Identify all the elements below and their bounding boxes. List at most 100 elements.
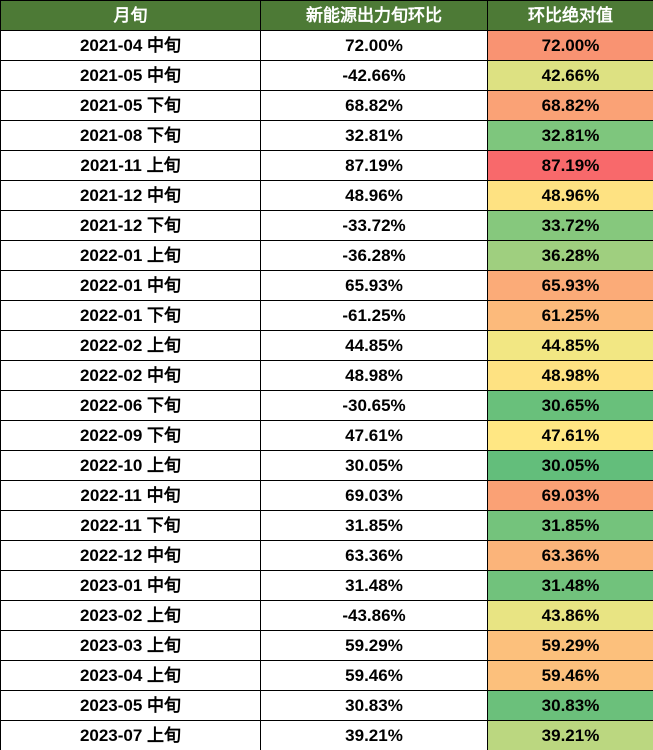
table-row: 2022-01 中旬 65.93% 65.93%	[0, 270, 653, 301]
change-cell: 72.00%	[260, 30, 488, 61]
change-cell: 68.82%	[260, 90, 488, 121]
table-row: 2022-01 上旬 -36.28% 36.28%	[0, 240, 653, 271]
table-row: 2021-12 中旬 48.96% 48.96%	[0, 180, 653, 211]
change-cell: 59.29%	[260, 630, 488, 661]
period-cell: 2023-01 中旬	[0, 570, 261, 601]
table-row: 2022-12 中旬 63.36% 63.36%	[0, 540, 653, 571]
period-cell: 2022-02 中旬	[0, 360, 261, 391]
table-row: 2022-10 上旬 30.05% 30.05%	[0, 450, 653, 481]
header-abs-value: 环比绝对值	[487, 0, 653, 31]
abs-value-cell: 61.25%	[487, 300, 653, 331]
table-row: 2021-12 下旬 -33.72% 33.72%	[0, 210, 653, 241]
abs-value-cell: 59.46%	[487, 660, 653, 691]
table-header-row: 月旬 新能源出力旬环比 环比绝对值	[0, 0, 653, 31]
change-cell: -33.72%	[260, 210, 488, 241]
abs-value-cell: 39.21%	[487, 720, 653, 750]
table-row: 2023-01 中旬 31.48% 31.48%	[0, 570, 653, 601]
header-change: 新能源出力旬环比	[260, 0, 488, 31]
period-cell: 2022-11 下旬	[0, 510, 261, 541]
table-row: 2023-07 上旬 39.21% 39.21%	[0, 720, 653, 750]
abs-value-cell: 32.81%	[487, 120, 653, 151]
change-cell: 44.85%	[260, 330, 488, 361]
abs-value-cell: 43.86%	[487, 600, 653, 631]
abs-value-cell: 47.61%	[487, 420, 653, 451]
period-cell: 2023-07 上旬	[0, 720, 261, 750]
table-body: 2021-04 中旬 72.00% 72.00% 2021-05 中旬 -42.…	[0, 30, 653, 750]
period-cell: 2023-05 中旬	[0, 690, 261, 721]
period-cell: 2021-08 下旬	[0, 120, 261, 151]
abs-value-cell: 69.03%	[487, 480, 653, 511]
change-cell: -36.28%	[260, 240, 488, 271]
table-row: 2021-05 下旬 68.82% 68.82%	[0, 90, 653, 121]
period-cell: 2022-11 中旬	[0, 480, 261, 511]
abs-value-cell: 59.29%	[487, 630, 653, 661]
change-cell: -61.25%	[260, 300, 488, 331]
change-cell: 30.83%	[260, 690, 488, 721]
period-cell: 2021-11 上旬	[0, 150, 261, 181]
period-cell: 2021-04 中旬	[0, 30, 261, 61]
period-cell: 2022-02 上旬	[0, 330, 261, 361]
change-cell: 69.03%	[260, 480, 488, 511]
abs-value-cell: 72.00%	[487, 30, 653, 61]
abs-value-cell: 31.85%	[487, 510, 653, 541]
table-row: 2023-02 上旬 -43.86% 43.86%	[0, 600, 653, 631]
abs-value-cell: 63.36%	[487, 540, 653, 571]
period-cell: 2022-09 下旬	[0, 420, 261, 451]
change-cell: 48.96%	[260, 180, 488, 211]
table-row: 2022-06 下旬 -30.65% 30.65%	[0, 390, 653, 421]
abs-value-cell: 44.85%	[487, 330, 653, 361]
abs-value-cell: 48.96%	[487, 180, 653, 211]
change-cell: 87.19%	[260, 150, 488, 181]
table-row: 2022-02 上旬 44.85% 44.85%	[0, 330, 653, 361]
period-cell: 2022-06 下旬	[0, 390, 261, 421]
abs-value-cell: 30.83%	[487, 690, 653, 721]
change-cell: 32.81%	[260, 120, 488, 151]
table-row: 2023-05 中旬 30.83% 30.83%	[0, 690, 653, 721]
abs-value-cell: 87.19%	[487, 150, 653, 181]
table-row: 2022-11 中旬 69.03% 69.03%	[0, 480, 653, 511]
period-cell: 2021-12 下旬	[0, 210, 261, 241]
period-cell: 2021-05 下旬	[0, 90, 261, 121]
table-row: 2021-08 下旬 32.81% 32.81%	[0, 120, 653, 151]
change-cell: 48.98%	[260, 360, 488, 391]
table-row: 2022-02 中旬 48.98% 48.98%	[0, 360, 653, 391]
change-cell: 63.36%	[260, 540, 488, 571]
period-cell: 2022-12 中旬	[0, 540, 261, 571]
period-cell: 2023-03 上旬	[0, 630, 261, 661]
abs-value-cell: 48.98%	[487, 360, 653, 391]
period-cell: 2023-02 上旬	[0, 600, 261, 631]
table-row: 2022-11 下旬 31.85% 31.85%	[0, 510, 653, 541]
change-cell: 31.85%	[260, 510, 488, 541]
table-row: 2022-09 下旬 47.61% 47.61%	[0, 420, 653, 451]
table-row: 2023-03 上旬 59.29% 59.29%	[0, 630, 653, 661]
period-cell: 2023-04 上旬	[0, 660, 261, 691]
abs-value-cell: 30.65%	[487, 390, 653, 421]
change-cell: -42.66%	[260, 60, 488, 91]
table-row: 2022-01 下旬 -61.25% 61.25%	[0, 300, 653, 331]
change-cell: -30.65%	[260, 390, 488, 421]
change-cell: 31.48%	[260, 570, 488, 601]
abs-value-cell: 33.72%	[487, 210, 653, 241]
change-cell: -43.86%	[260, 600, 488, 631]
table-row: 2021-11 上旬 87.19% 87.19%	[0, 150, 653, 181]
change-cell: 65.93%	[260, 270, 488, 301]
period-cell: 2022-01 中旬	[0, 270, 261, 301]
change-cell: 30.05%	[260, 450, 488, 481]
abs-value-cell: 65.93%	[487, 270, 653, 301]
abs-value-cell: 42.66%	[487, 60, 653, 91]
table-row: 2021-04 中旬 72.00% 72.00%	[0, 30, 653, 61]
period-cell: 2022-01 上旬	[0, 240, 261, 271]
change-cell: 59.46%	[260, 660, 488, 691]
table-row: 2021-05 中旬 -42.66% 42.66%	[0, 60, 653, 91]
abs-value-cell: 30.05%	[487, 450, 653, 481]
period-cell: 2021-12 中旬	[0, 180, 261, 211]
abs-value-cell: 36.28%	[487, 240, 653, 271]
change-cell: 39.21%	[260, 720, 488, 750]
period-cell: 2022-10 上旬	[0, 450, 261, 481]
abs-value-cell: 31.48%	[487, 570, 653, 601]
change-cell: 47.61%	[260, 420, 488, 451]
period-cell: 2022-01 下旬	[0, 300, 261, 331]
table-row: 2023-04 上旬 59.46% 59.46%	[0, 660, 653, 691]
